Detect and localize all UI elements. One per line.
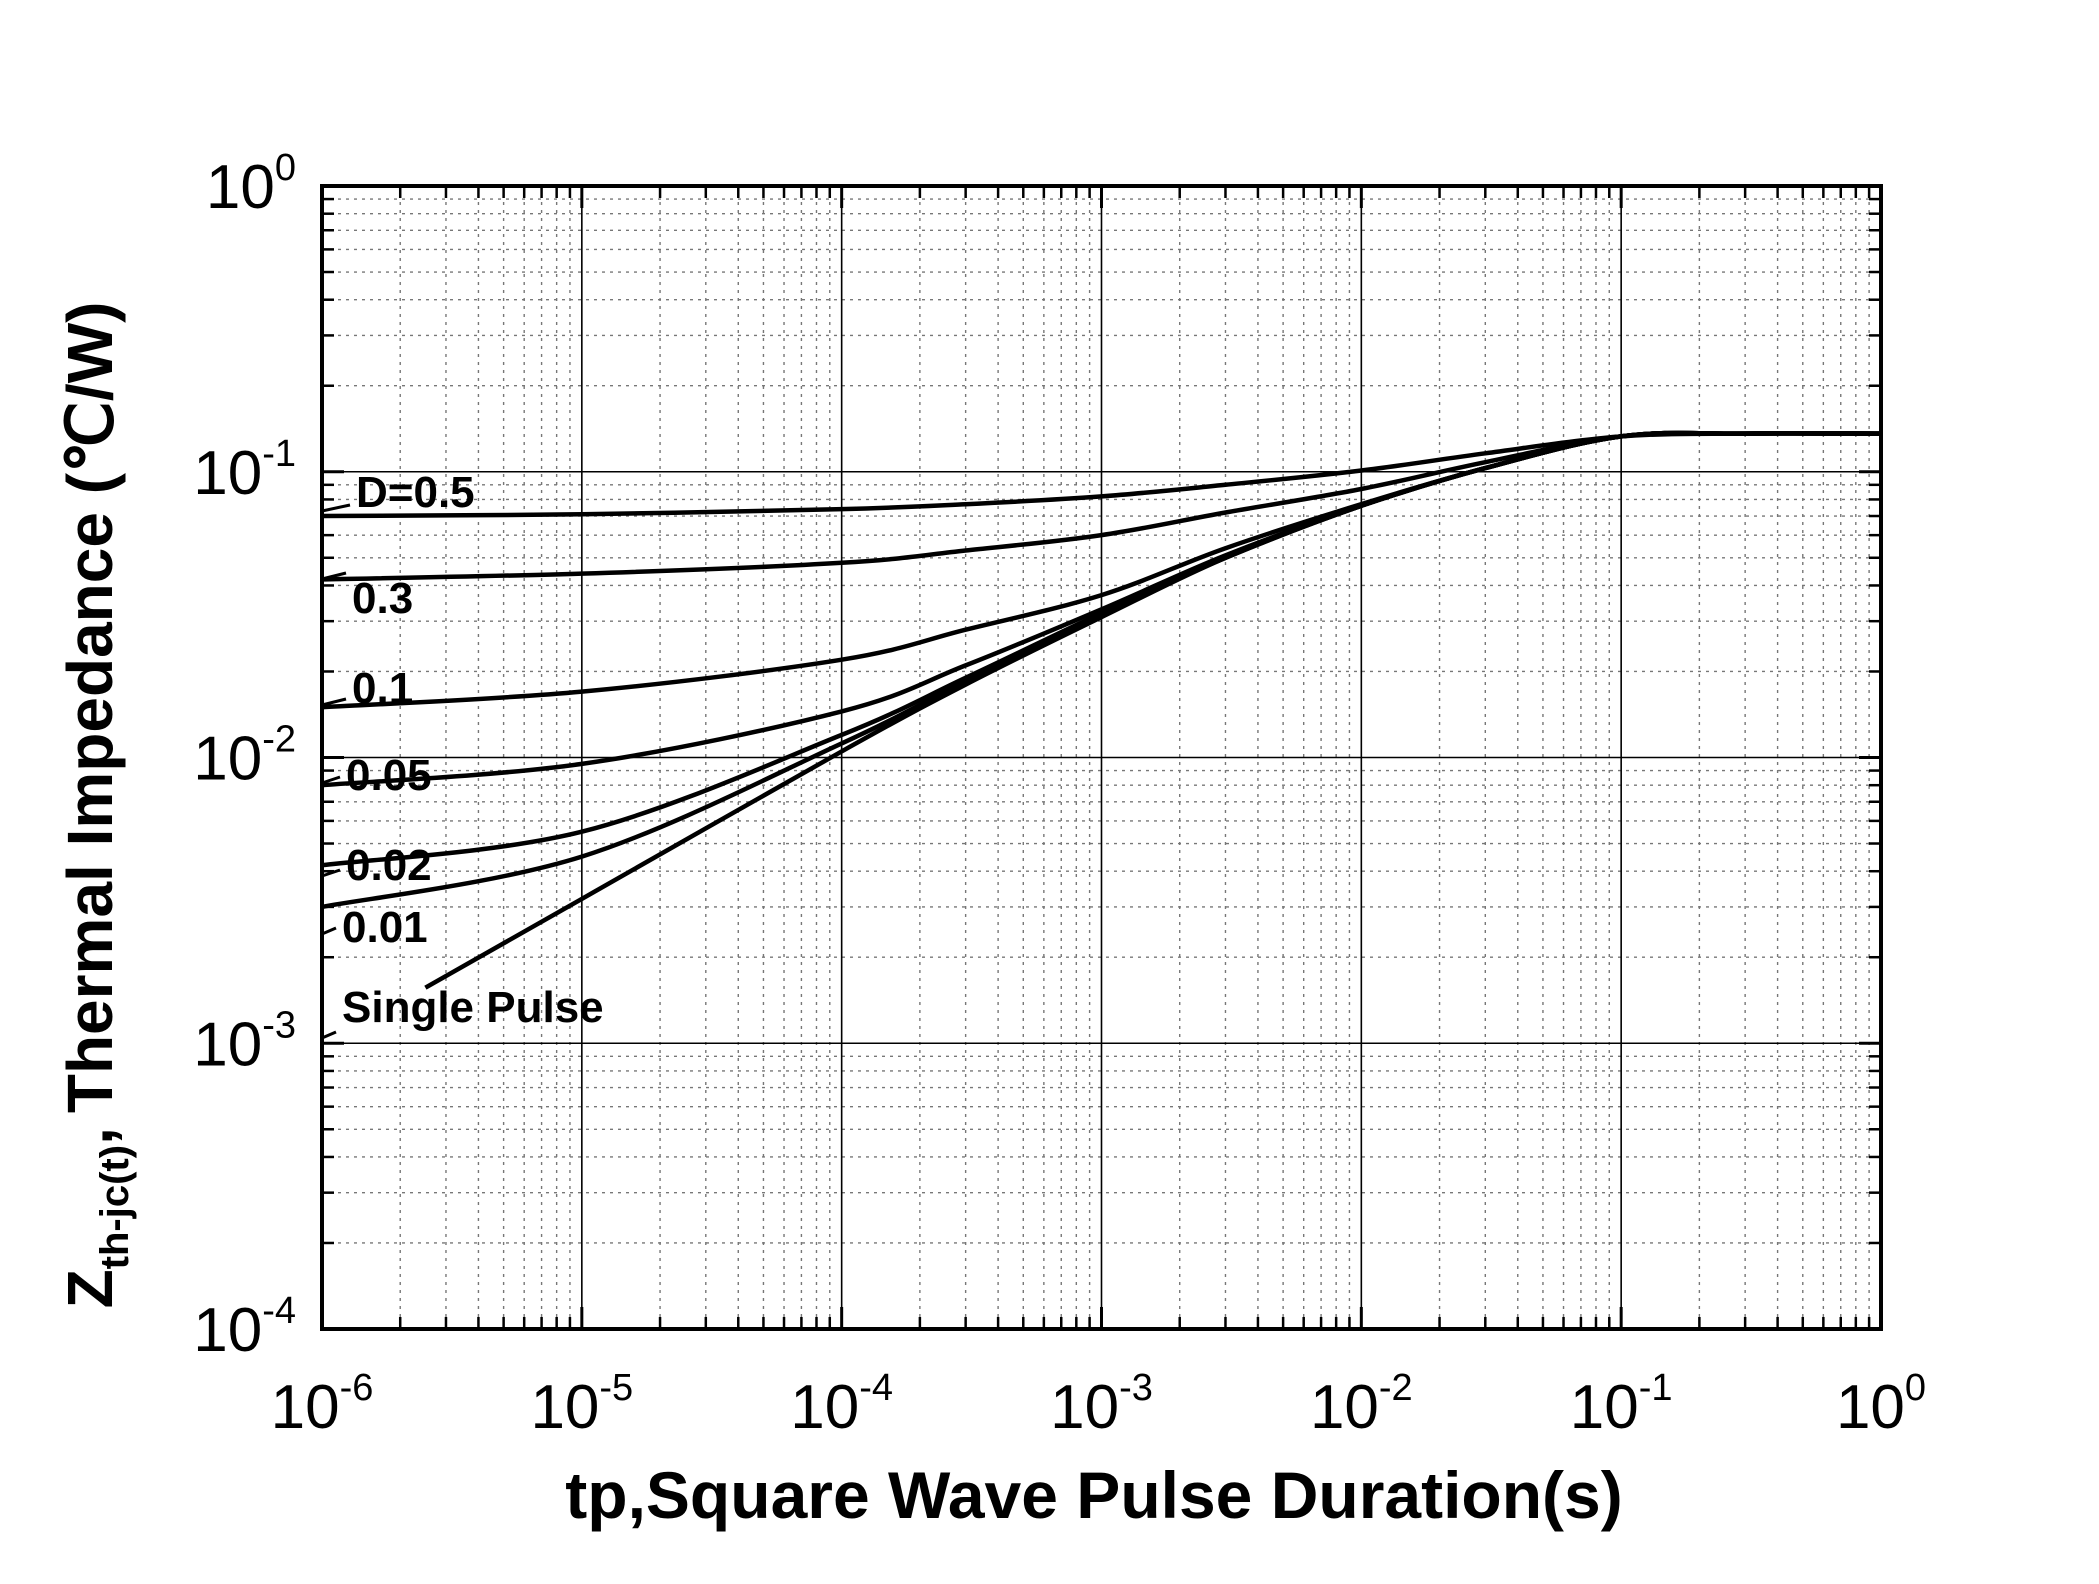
x-tick-label-exponent: -4 <box>859 1367 893 1409</box>
curve-label-0-1: 0.1 <box>352 664 413 713</box>
curve-label-leader <box>321 1030 337 1040</box>
curve-single-pulse <box>424 430 1882 990</box>
y-tick-label-base: 10 <box>206 153 275 222</box>
curve-label-leader <box>321 697 347 707</box>
x-tick-label-base: 10 <box>271 1373 340 1442</box>
x-tick-label-base: 10 <box>530 1373 599 1442</box>
x-tick-label-base: 10 <box>1310 1373 1379 1442</box>
y-axis-symbol: Z <box>54 1269 126 1308</box>
curve-label-0-01: 0.01 <box>342 903 428 952</box>
y-axis-label: Zth-jc(t), Thermal Impedance (℃/W) <box>54 302 137 1309</box>
y-tick-label-exponent: 0 <box>275 147 296 189</box>
y-axis-separator: , <box>54 1127 126 1145</box>
y-tick-label-base: 10 <box>193 1296 262 1365</box>
y-tick-label-exponent: -1 <box>262 433 296 475</box>
curve-label-leader <box>321 868 341 878</box>
y-tick-label-exponent: -4 <box>262 1290 296 1332</box>
curve-label-0-02: 0.02 <box>346 841 432 890</box>
x-tick-label: 10-4 <box>790 1367 893 1442</box>
curve-label-0-05: 0.05 <box>346 751 432 800</box>
y-tick-label-exponent: -2 <box>262 719 296 761</box>
x-tick-label-exponent: -3 <box>1119 1367 1153 1409</box>
y-tick-label: 10-3 <box>193 1004 296 1079</box>
y-axis-text: Thermal Impedance ( <box>54 472 126 1113</box>
curve-label-single-pulse: Single Pulse <box>342 983 604 1032</box>
y-tick-label: 10-4 <box>193 1290 296 1365</box>
x-tick-label: 10-6 <box>271 1367 374 1442</box>
y-tick-label: 10-1 <box>193 433 296 508</box>
curve-label-d-0-5: D=0.5 <box>356 468 475 517</box>
curve-labels: D=0.5 0.3 0.1 0.05 0.02 0.01 Single Pulse <box>321 468 604 1040</box>
y-tick-label-exponent: -3 <box>262 1004 296 1046</box>
x-tick-label: 10-5 <box>530 1367 633 1442</box>
x-tick-labels: 10-6 10-5 10-4 10-3 10-2 10-1 100 <box>271 1367 1926 1442</box>
curve-label-leader <box>321 926 337 936</box>
curve-label-0-3: 0.3 <box>352 574 413 623</box>
y-tick-label-base: 10 <box>193 725 262 794</box>
x-tick-label: 100 <box>1836 1367 1926 1442</box>
x-tick-label-exponent: -6 <box>340 1367 374 1409</box>
y-tick-label: 100 <box>206 147 296 222</box>
curve-label-leader <box>321 503 351 513</box>
y-tick-label-base: 10 <box>193 439 262 508</box>
minor-grid <box>322 186 1881 1329</box>
curve-label-leader <box>321 571 347 581</box>
x-tick-label: 10-3 <box>1050 1367 1153 1442</box>
x-tick-label-exponent: -5 <box>599 1367 633 1409</box>
x-tick-label-exponent: -1 <box>1639 1367 1673 1409</box>
y-tick-label-base: 10 <box>193 1010 262 1079</box>
axis-ticks <box>320 184 1883 1331</box>
x-tick-label-exponent: -2 <box>1379 1367 1413 1409</box>
curves <box>321 430 1882 990</box>
x-axis-label: tp,Square Wave Pulse Duration(s) <box>565 1458 1622 1532</box>
x-tick-label: 10-2 <box>1310 1367 1413 1442</box>
y-axis-subscript: th-jc(t) <box>93 1145 137 1269</box>
y-tick-label: 10-2 <box>193 719 296 794</box>
x-tick-label-exponent: 0 <box>1905 1367 1926 1409</box>
x-tick-label: 10-1 <box>1570 1367 1673 1442</box>
x-tick-label-base: 10 <box>1836 1373 1905 1442</box>
y-axis-unit: ℃/W) <box>54 302 126 473</box>
x-tick-label-base: 10 <box>1570 1373 1639 1442</box>
curve-label-leader <box>321 775 341 785</box>
major-grid <box>322 186 1881 1329</box>
x-tick-label-base: 10 <box>1050 1373 1119 1442</box>
x-tick-label-base: 10 <box>790 1373 859 1442</box>
